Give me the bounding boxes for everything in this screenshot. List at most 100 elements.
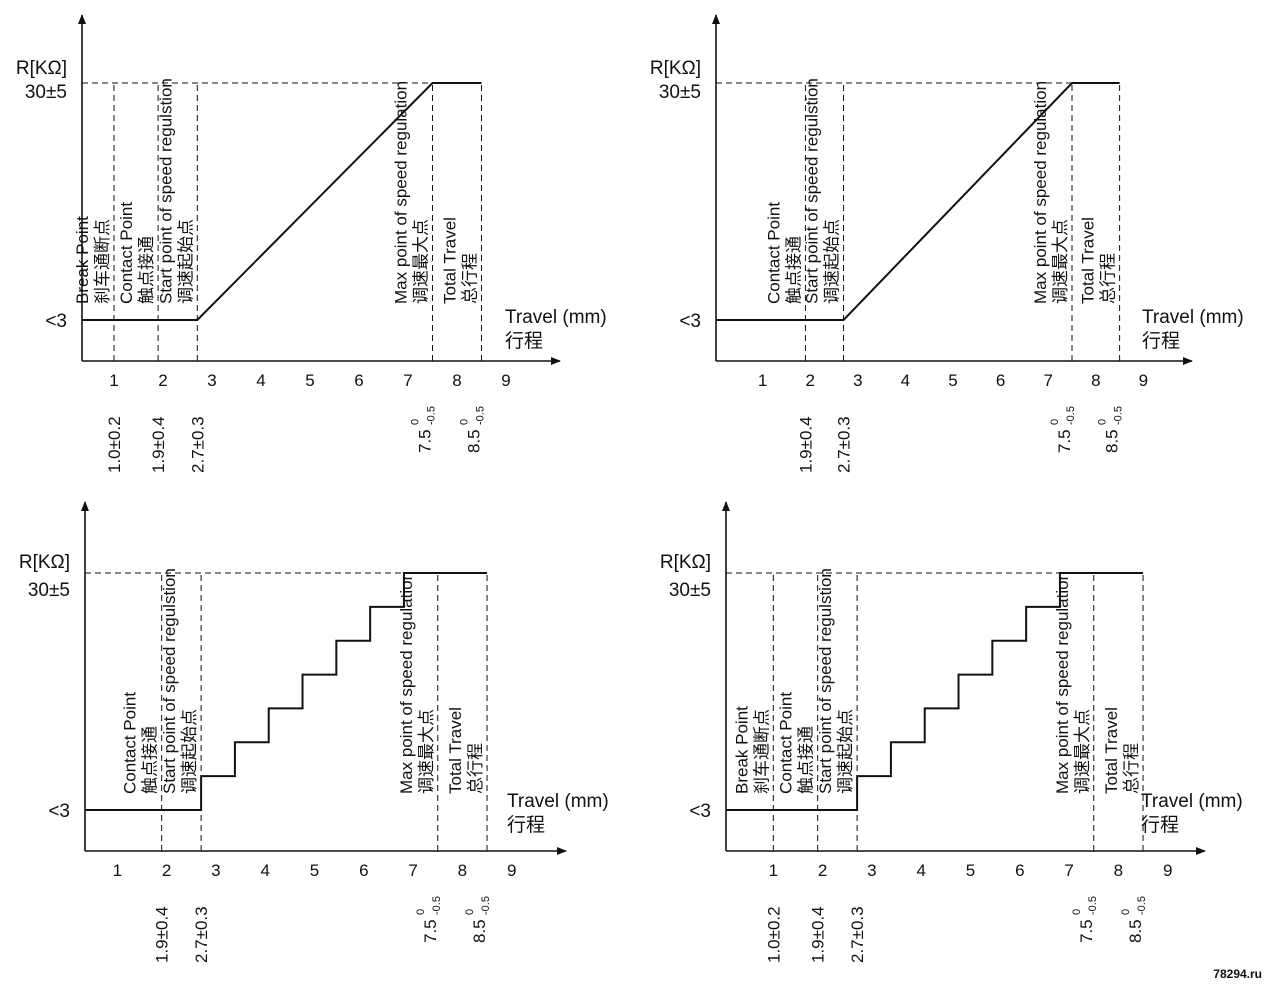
marker-dimension: 2.7±0.3: [188, 416, 207, 473]
marker-label: 总行程: [1122, 743, 1141, 794]
marker-label: Max point of speed regulation: [1053, 571, 1072, 794]
x-tick-label: 9: [1139, 371, 1148, 390]
marker-label: Break Point: [732, 706, 751, 794]
x-tick-label: 2: [162, 861, 171, 880]
x-tick-label: 4: [256, 371, 265, 390]
marker-dimension-lower: -0.5: [475, 406, 487, 425]
x-axis-label: Travel (mm): [507, 791, 609, 812]
marker-label: 总行程: [461, 253, 480, 304]
y-axis-label: R[KΩ]: [660, 552, 711, 573]
x-tick-label: 1: [769, 861, 778, 880]
x-tick-label: 1: [109, 371, 118, 390]
marker-label: Break Point: [73, 216, 92, 304]
x-tick-label: 7: [1064, 861, 1073, 880]
marker-dimension: 1.0±0.2: [764, 906, 783, 963]
y-axis-label: R[KΩ]: [19, 552, 70, 573]
marker-dimension: 2.7±0.3: [192, 906, 211, 963]
x-tick-label: 6: [996, 371, 1005, 390]
marker-label: 调速起始点: [823, 219, 842, 304]
x-tick-label: 3: [867, 861, 876, 880]
y-top-label: 30±5: [659, 82, 701, 103]
marker-label: 刹车通断点: [752, 709, 771, 794]
marker-label: Start point of speed regulstion: [803, 78, 822, 304]
x-tick-label: 8: [452, 371, 461, 390]
x-tick-label: 1: [758, 371, 767, 390]
marker-dimension: 1.9±0.4: [796, 416, 815, 473]
y-bottom-label: <3: [679, 311, 701, 332]
marker-dimension-base: 7.5: [416, 429, 435, 453]
marker-dimension-upper: 0: [1120, 909, 1132, 915]
marker-dimension: 1.0±0.2: [105, 416, 124, 473]
y-top-label: 30±5: [669, 580, 711, 601]
marker-label: 调速最大点: [417, 709, 436, 794]
marker-label: Start point of speed regulstion: [816, 568, 835, 794]
x-tick-label: 7: [408, 861, 417, 880]
marker-label: Contact Point: [777, 692, 796, 794]
marker-label: Total Travel: [1079, 217, 1098, 304]
marker-dimension-lower: -0.5: [480, 896, 492, 915]
marker-dimension-lower: -0.5: [1065, 406, 1077, 425]
marker-label: 触点接通: [797, 726, 816, 794]
x-tick-label: 9: [501, 371, 510, 390]
marker-dimension-base: 7.5: [1077, 919, 1096, 943]
watermark: 78294.ru: [1213, 967, 1262, 981]
marker-dimension: 2.7±0.3: [848, 906, 867, 963]
x-axis-label: Travel (mm): [1142, 307, 1244, 328]
marker-label: Max point of speed regulation: [397, 571, 416, 794]
marker-dimension-upper: 0: [1097, 419, 1109, 425]
marker-dimension-base: 8.5: [1103, 429, 1122, 453]
x-tick-label: 9: [1163, 861, 1172, 880]
marker-dimension-upper: 0: [1049, 419, 1061, 425]
marker-dimension-base: 8.5: [465, 429, 484, 453]
marker-dimension: 2.7±0.3: [835, 416, 854, 473]
marker-dimension-upper: 0: [459, 419, 471, 425]
x-tick-label: 8: [1114, 861, 1123, 880]
marker-label: Total Travel: [1102, 707, 1121, 794]
x-axis-label-cn: 行程: [507, 814, 545, 836]
resistance-curve: [716, 82, 1120, 321]
marker-label: 调速起始点: [176, 219, 195, 304]
marker-label: 调速起始点: [180, 709, 199, 794]
x-tick-label: 5: [310, 861, 319, 880]
y-axis-label: R[KΩ]: [16, 58, 67, 79]
marker-dimension-upper: 0: [464, 909, 476, 915]
y-bottom-label: <3: [689, 801, 711, 822]
panel-bl: R[KΩ] 30±5 <3 Travel (mm)行程 1 2 3 4 5 6 7 8 9 Contact…: [19, 501, 609, 963]
marker-label: Max point of speed regulation: [1031, 81, 1050, 304]
y-top-label: 30±5: [28, 580, 70, 601]
x-tick-label: 3: [211, 861, 220, 880]
x-tick-label: 4: [901, 371, 910, 390]
marker-label: 触点接通: [784, 236, 803, 304]
marker-label: Max point of speed regulation: [392, 81, 411, 304]
marker-label: 触点接通: [141, 726, 160, 794]
marker-label: 触点接通: [137, 236, 156, 304]
x-tick-label: 3: [207, 371, 216, 390]
x-axis-label-cn: 行程: [1142, 330, 1180, 352]
x-tick-label: 7: [1043, 371, 1052, 390]
x-tick-label: 7: [403, 371, 412, 390]
x-axis-label: Travel (mm): [505, 307, 607, 328]
x-tick-label: 6: [1015, 861, 1024, 880]
marker-dimension: 1.9±0.4: [149, 416, 168, 473]
y-bottom-label: <3: [45, 311, 67, 332]
resistance-curve: [85, 572, 488, 811]
x-tick-label: 2: [818, 861, 827, 880]
x-tick-label: 2: [158, 371, 167, 390]
marker-label: Total Travel: [446, 707, 465, 794]
x-tick-label: 5: [305, 371, 314, 390]
x-tick-label: 8: [1091, 371, 1100, 390]
marker-dimension-upper: 0: [410, 419, 422, 425]
resistance-curve: [82, 82, 482, 321]
x-tick-label: 4: [916, 861, 925, 880]
y-bottom-label: <3: [48, 801, 70, 822]
x-tick-label: 3: [853, 371, 862, 390]
x-axis-label-cn: 行程: [505, 330, 543, 352]
x-tick-label: 8: [458, 861, 467, 880]
marker-dimension-lower: -0.5: [1136, 896, 1148, 915]
marker-label: 调速最大点: [412, 219, 431, 304]
marker-label: 刹车通断点: [93, 219, 112, 304]
marker-label: 调速最大点: [1073, 709, 1092, 794]
x-tick-label: 5: [966, 861, 975, 880]
marker-dimension-upper: 0: [1071, 909, 1083, 915]
